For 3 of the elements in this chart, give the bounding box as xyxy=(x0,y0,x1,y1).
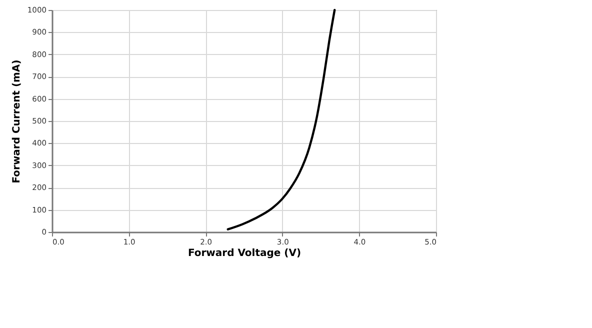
line-series xyxy=(226,8,336,230)
y-axis-title: Forward Current (mA) xyxy=(11,60,22,184)
x-axis-title: Forward Voltage (V) xyxy=(188,248,302,259)
